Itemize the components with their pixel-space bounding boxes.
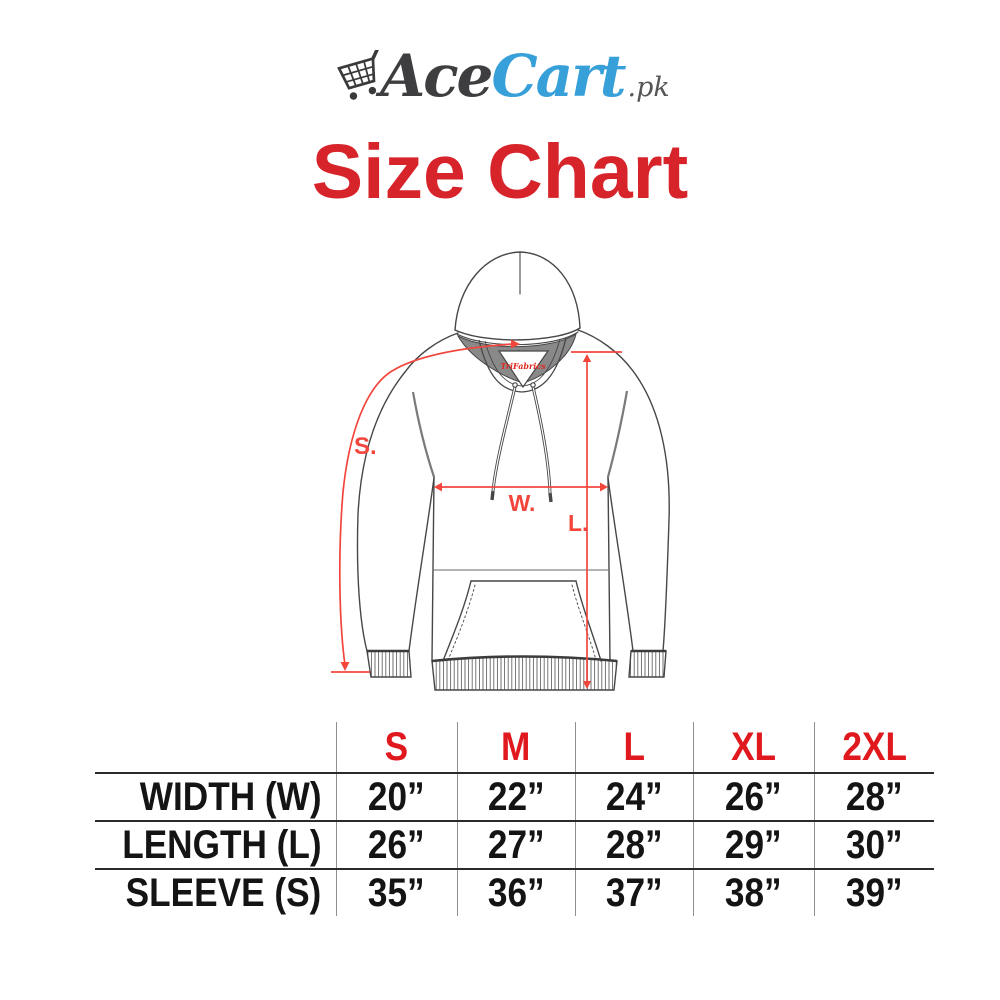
row-label-sleeve: SLEEVE (S) bbox=[95, 869, 336, 916]
table-row-width: WIDTH (W) 20” 22” 24” 26” 28” bbox=[95, 773, 935, 822]
sleeve-measure-label: S. bbox=[354, 433, 377, 460]
table-row-sleeve: SLEEVE (S) 35” 36” 37” 38” 39” bbox=[95, 869, 935, 916]
row-label-length: LENGTH (L) bbox=[95, 821, 337, 870]
brand-logo: Ace Cart .pk bbox=[0, 40, 1000, 110]
header-size-2xl: 2XL bbox=[813, 722, 935, 774]
collar bbox=[478, 337, 567, 393]
page-title: Size Chart bbox=[311, 129, 689, 215]
brand-domain: .pk bbox=[627, 72, 670, 103]
cell-value: 37” bbox=[605, 870, 663, 915]
cell-value: 20” bbox=[368, 774, 426, 819]
drawstrings bbox=[490, 382, 553, 503]
shoulder-seams bbox=[411, 390, 629, 478]
cell-sleeve-s: 35” bbox=[335, 869, 458, 916]
header-label: XL bbox=[731, 724, 777, 769]
cell-width-m: 22” bbox=[456, 773, 576, 822]
header-size-l: L bbox=[574, 722, 694, 774]
row-label-text: LENGTH (L) bbox=[122, 822, 322, 867]
ribbed-hem-and-cuffs bbox=[366, 649, 667, 691]
table-row-length: LENGTH (L) 26” 27” 28” 29” 30” bbox=[95, 821, 935, 870]
header-empty-cell bbox=[95, 722, 337, 774]
cell-value: 38” bbox=[725, 870, 783, 915]
cell-value: 27” bbox=[487, 822, 545, 867]
cell-sleeve-l: 37” bbox=[574, 869, 694, 916]
header-size-m: M bbox=[456, 722, 576, 774]
header-label: L bbox=[623, 724, 645, 769]
cell-value: 36” bbox=[487, 870, 545, 915]
cell-value: 29” bbox=[725, 822, 783, 867]
cell-value: 24” bbox=[605, 774, 663, 819]
collar-brand-script: TriFabrics bbox=[500, 361, 546, 371]
shopping-cart-icon bbox=[337, 50, 380, 100]
length-measure-label: L. bbox=[568, 510, 588, 536]
width-measure-label: W. bbox=[509, 490, 536, 516]
size-chart-table: S M L XL 2XL WIDTH (W) 20” 22” 24” 26” 2… bbox=[95, 722, 935, 916]
cell-value: 26” bbox=[368, 822, 426, 867]
header-size-xl: XL bbox=[692, 722, 815, 774]
header-label: M bbox=[501, 724, 531, 769]
table-header-row: S M L XL 2XL bbox=[95, 722, 935, 774]
cell-sleeve-m: 36” bbox=[456, 869, 576, 916]
cell-value: 28” bbox=[845, 774, 903, 819]
cell-width-xl: 26” bbox=[692, 773, 815, 822]
row-label-text: WIDTH (W) bbox=[139, 774, 322, 819]
cell-value: 30” bbox=[845, 822, 903, 867]
cell-width-l: 24” bbox=[574, 773, 694, 822]
cell-length-m: 27” bbox=[456, 821, 576, 870]
hoodie-line-art bbox=[356, 251, 670, 662]
row-label-width: WIDTH (W) bbox=[95, 773, 337, 822]
cell-value: 26” bbox=[725, 774, 783, 819]
cell-sleeve-2xl: 39” bbox=[813, 869, 935, 916]
cell-length-s: 26” bbox=[335, 821, 458, 870]
header-label: S bbox=[384, 724, 409, 769]
cell-width-2xl: 28” bbox=[813, 773, 935, 822]
cell-value: 28” bbox=[605, 822, 663, 867]
cell-value: 39” bbox=[845, 870, 903, 915]
measurement-lines: S. W. L. bbox=[331, 339, 622, 689]
hoodie-measurement-diagram: TriFabrics bbox=[331, 251, 670, 691]
row-label-text: SLEEVE (S) bbox=[126, 870, 322, 915]
header-label: 2XL bbox=[842, 724, 907, 769]
cell-length-2xl: 30” bbox=[813, 821, 935, 870]
cell-sleeve-xl: 38” bbox=[692, 869, 815, 916]
header-size-s: S bbox=[335, 722, 458, 774]
cell-width-s: 20” bbox=[335, 773, 458, 822]
cell-value: 22” bbox=[487, 774, 545, 819]
brand-name-suffix: Cart bbox=[491, 42, 626, 110]
cell-value: 35” bbox=[368, 870, 426, 915]
cell-length-xl: 29” bbox=[692, 821, 815, 870]
brand-name-prefix: Ace bbox=[380, 42, 493, 110]
cell-length-l: 28” bbox=[574, 821, 694, 870]
